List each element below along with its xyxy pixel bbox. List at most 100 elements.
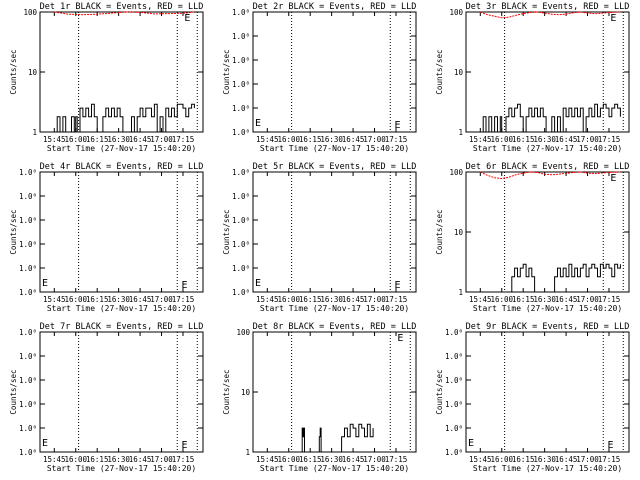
det1-xtick-label-3: 16:30 — [107, 135, 130, 144]
det8-ytick-label-0: 1 — [245, 448, 250, 457]
det7-ytick-label-2: 1.0⁰ — [19, 400, 37, 409]
det3-ytick-label-0: 1 — [458, 128, 463, 137]
det4-e-marker: E — [182, 280, 188, 291]
det9-ytick-label-0: 1.0⁰ — [445, 448, 463, 457]
det7-xtick-label-5: 17:00 — [150, 455, 173, 464]
det5-ytick-label-0: 1.0⁰ — [232, 288, 250, 297]
det3-lld-series — [480, 11, 621, 19]
det1-ytick-label-2: 100 — [23, 8, 37, 17]
det5-xtick-label-6: 17:15 — [385, 295, 408, 304]
det3-e-marker: E — [610, 13, 616, 24]
det2-ytick-label-4: 1.0⁰ — [232, 32, 250, 41]
det3-xtick-label-2: 16:15 — [512, 135, 535, 144]
det9-xtick-label-6: 17:15 — [598, 455, 621, 464]
det4-xlabel: Start Time (27-Nov-17 15:40:20) — [47, 304, 196, 313]
det3-events-series — [480, 103, 621, 133]
det8-e-marker: E — [397, 333, 403, 344]
det8-xtick-label-3: 16:30 — [320, 455, 343, 464]
det4-xtick-label-4: 16:45 — [129, 295, 152, 304]
det2-ylabel: Counts/sec — [222, 49, 231, 94]
det3-xtick-label-4: 16:45 — [555, 135, 578, 144]
det9-xtick-label-5: 17:00 — [576, 455, 599, 464]
det4-ytick-label-4: 1.0⁰ — [19, 192, 37, 201]
det2-ytick-label-2: 1.0⁰ — [232, 80, 250, 89]
det2-xtick-label-6: 17:15 — [385, 135, 408, 144]
det5-plot-frame — [252, 171, 417, 293]
det9-xlabel: Start Time (27-Nov-17 15:40:20) — [473, 464, 622, 473]
det7-xtick-label-3: 16:30 — [107, 455, 130, 464]
det3-plot-frame — [465, 11, 630, 133]
det4-ytick-label-0: 1.0⁰ — [19, 288, 37, 297]
det9-ylabel: Counts/sec — [435, 369, 444, 414]
det5-xtick-label-1: 16:00 — [277, 295, 300, 304]
det8-xtick-label-5: 17:00 — [363, 455, 386, 464]
det5-xtick-label-5: 17:00 — [363, 295, 386, 304]
det7-ytick-label-1: 1.0⁰ — [19, 424, 37, 433]
det2-ytick-label-3: 1.0⁰ — [232, 56, 250, 65]
det9-ytick-label-4: 1.0⁰ — [445, 352, 463, 361]
det9-xtick-label-3: 16:30 — [533, 455, 556, 464]
det8-xtick-label-6: 17:15 — [385, 455, 408, 464]
det7-ytick-label-5: 1.0⁰ — [19, 328, 37, 337]
det6-xtick-label-5: 17:00 — [576, 295, 599, 304]
det6-xtick-label-4: 16:45 — [555, 295, 578, 304]
det6-ylabel: Counts/sec — [435, 209, 444, 254]
det3-xtick-label-5: 17:00 — [576, 135, 599, 144]
det6-xtick-label-0: 15:45 — [469, 295, 492, 304]
det1-title: Det 1r BLACK = Events, RED = LLD — [40, 2, 204, 12]
det4-ytick-label-5: 1.0⁰ — [19, 168, 37, 177]
det3-xtick-label-6: 17:15 — [598, 135, 621, 144]
det9-ytick-label-5: 1.0⁰ — [445, 328, 463, 337]
det5-ytick-label-4: 1.0⁰ — [232, 192, 250, 201]
det4-ytick-label-3: 1.0⁰ — [19, 216, 37, 225]
det9-ytick-label-2: 1.0⁰ — [445, 400, 463, 409]
det1-xtick-label-6: 17:15 — [172, 135, 195, 144]
det2-e-marker: E — [395, 120, 401, 131]
det7-xtick-label-4: 16:45 — [129, 455, 152, 464]
det1-xlabel: Start Time (27-Nov-17 15:40:20) — [47, 144, 196, 153]
det6-xtick-label-1: 16:00 — [490, 295, 513, 304]
det4-xtick-label-5: 17:00 — [150, 295, 173, 304]
det3-ytick-label-1: 10 — [454, 68, 464, 77]
det9-xtick-label-2: 16:15 — [512, 455, 535, 464]
det9-xtick-label-1: 16:00 — [490, 455, 513, 464]
det4-ytick-label-2: 1.0⁰ — [19, 240, 37, 249]
det6-ytick-label-0: 1 — [458, 288, 463, 297]
det5-ylabel: Counts/sec — [222, 209, 231, 254]
det7-xtick-label-2: 16:15 — [86, 455, 109, 464]
det6-ytick-label-1: 10 — [454, 228, 464, 237]
det6-lld-series — [480, 171, 621, 180]
det1-xtick-label-1: 16:00 — [64, 135, 87, 144]
det3-ytick-label-2: 100 — [449, 8, 463, 17]
det9-plot-frame — [465, 331, 630, 453]
det6-e-marker: E — [610, 173, 616, 184]
det1-events-series — [54, 103, 195, 133]
det1-ytick-label-0: 1 — [32, 128, 37, 137]
det6-xlabel: Start Time (27-Nov-17 15:40:20) — [473, 304, 622, 313]
det1-xtick-label-5: 17:00 — [150, 135, 173, 144]
det7-xtick-label-0: 15:45 — [43, 455, 66, 464]
det8-xlabel: Start Time (27-Nov-17 15:40:20) — [260, 464, 409, 473]
det7-e-marker-left: E — [42, 438, 48, 449]
det5-title: Det 5r BLACK = Events, RED = LLD — [253, 162, 417, 172]
det8-xtick-label-4: 16:45 — [342, 455, 365, 464]
det4-ytick-label-1: 1.0⁰ — [19, 264, 37, 273]
det5-xtick-label-4: 16:45 — [342, 295, 365, 304]
det1-plot-frame — [39, 11, 204, 133]
det4-xtick-label-1: 16:00 — [64, 295, 87, 304]
det7-xtick-label-1: 16:00 — [64, 455, 87, 464]
det7-xtick-label-6: 17:15 — [172, 455, 195, 464]
det4-e-marker-left: E — [42, 278, 48, 289]
det8-title: Det 8r BLACK = Events, RED = LLD — [253, 322, 417, 332]
det4-xtick-label-3: 16:30 — [107, 295, 130, 304]
det3-xtick-label-3: 16:30 — [533, 135, 556, 144]
det9-title: Det 9r BLACK = Events, RED = LLD — [466, 322, 630, 332]
det2-xtick-label-5: 17:00 — [363, 135, 386, 144]
det3-xtick-label-0: 15:45 — [469, 135, 492, 144]
det7-ytick-label-0: 1.0⁰ — [19, 448, 37, 457]
det2-title: Det 2r BLACK = Events, RED = LLD — [253, 2, 417, 12]
det6-xtick-label-2: 16:15 — [512, 295, 535, 304]
det7-e-marker: E — [182, 440, 188, 451]
det9-xtick-label-4: 16:45 — [555, 455, 578, 464]
